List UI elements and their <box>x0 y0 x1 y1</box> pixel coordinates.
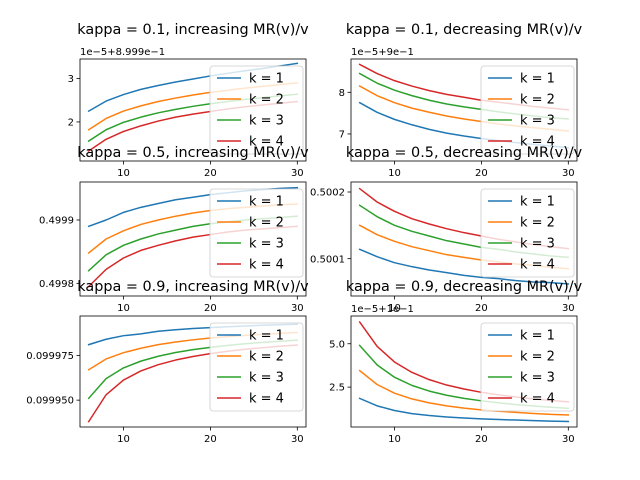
x-tick-label: 20 <box>204 303 217 314</box>
y-tick-label: 5.0 <box>329 339 345 350</box>
legend-label-2: k = 2 <box>249 216 284 231</box>
legend-label-4: k = 4 <box>249 258 284 273</box>
y-tick-label: 0.4998 <box>39 279 74 290</box>
legend-label-4: k = 4 <box>249 392 284 407</box>
legend-label-4: k = 4 <box>520 392 555 407</box>
series-line-2 <box>358 369 570 416</box>
legend: k = 1 k = 2 k = 3 k = 4 <box>480 188 575 278</box>
legend-label-1: k = 1 <box>520 72 555 87</box>
axes-frame <box>350 181 578 297</box>
x-tick-label: 10 <box>117 168 130 179</box>
legend-box <box>480 65 575 155</box>
offset-label: 1e−5+9e−1 <box>351 47 414 58</box>
x-tick-label: 10 <box>117 303 130 314</box>
legend-label-3: k = 3 <box>249 114 284 129</box>
x-tick-label: 20 <box>475 303 488 314</box>
series-line-1 <box>358 397 570 423</box>
x-tick-label: 20 <box>204 434 217 445</box>
y-tick-label: 0.099950 <box>26 396 74 407</box>
legend-label-1: k = 1 <box>249 72 284 87</box>
legend-label-1: k = 1 <box>520 195 555 210</box>
legend-box <box>209 188 304 278</box>
legend-label-2: k = 2 <box>249 350 284 365</box>
legend: k = 1 k = 2 k = 3 k = 4 <box>209 65 304 155</box>
axes-frame <box>79 181 307 297</box>
legend-box <box>480 322 575 412</box>
y-tick-label: 2.5 <box>329 383 345 394</box>
subplot-6: 10 20 302.55.01e−5+1e−1k = 1k = 2k = 3k = … <box>329 279 583 445</box>
legend-label-3: k = 3 <box>520 237 555 252</box>
axes-frame <box>350 58 578 162</box>
x-tick-label: 20 <box>475 168 488 179</box>
legend-label-2: k = 2 <box>249 93 284 108</box>
x-tick-label: 30 <box>291 303 304 314</box>
y-tick-label: 0.4999 <box>39 216 74 227</box>
legend-label-2: k = 2 <box>520 350 555 365</box>
legend-label-1: k = 1 <box>249 329 284 344</box>
legend-label-3: k = 3 <box>520 371 555 386</box>
legend-label-2: k = 2 <box>520 93 555 108</box>
x-tick-label: 30 <box>562 434 575 445</box>
subplot-title: kappa = 0.5, decreasing MR(v)/v <box>346 145 583 161</box>
x-tick-label: 10 <box>117 434 130 445</box>
legend-box <box>480 188 575 278</box>
y-tick-label: 0.099975 <box>26 351 74 362</box>
legend: k = 1 k = 2 k = 3 k = 4 <box>209 322 304 412</box>
legend-label-1: k = 1 <box>249 195 284 210</box>
subplot-4: 10 20 30 0.5001 0.5002 k = 1 k = 2 k = 3 k = 4 ka… <box>310 145 583 314</box>
axes-frame <box>79 58 307 162</box>
axes-frame <box>79 315 307 428</box>
y-tick-label: 3 <box>68 74 74 85</box>
legend: k = 1 k = 2 k = 3 k = 4 <box>480 322 575 412</box>
legend-label-4: k = 4 <box>520 258 555 273</box>
legend-box <box>209 322 304 412</box>
x-tick-label: 30 <box>562 168 575 179</box>
legend-label-3: k = 3 <box>520 114 555 129</box>
legend: k = 1 k = 2 k = 3 k = 4 <box>480 65 575 155</box>
y-tick-label: 8 <box>339 88 345 99</box>
y-tick-label: 0.5002 <box>310 188 345 199</box>
y-tick-label: 0.5001 <box>310 254 345 265</box>
legend-label-4: k = 4 <box>520 135 555 150</box>
legend-label-3: k = 3 <box>249 371 284 386</box>
x-tick-label: 30 <box>291 168 304 179</box>
subplot-title: kappa = 0.1, increasing MR(v)/v <box>77 22 309 38</box>
legend-label-4: k = 4 <box>249 135 284 150</box>
axes-frame <box>350 315 578 428</box>
y-tick-label: 7 <box>339 130 345 141</box>
subplot-title: kappa = 0.9, decreasing MR(v)/v <box>346 279 583 295</box>
subplot-3: 10 20 30 0.4998 0.4999 k = 1 k = 2 k = 3 k = 4 ka… <box>39 145 309 314</box>
subplot-title: kappa = 0.5, increasing MR(v)/v <box>77 145 309 161</box>
series-line-1 <box>358 248 570 285</box>
legend-label-3: k = 3 <box>249 237 284 252</box>
x-tick-label: 30 <box>562 303 575 314</box>
legend: k = 1 k = 2 k = 3 k = 4 <box>209 188 304 278</box>
x-tick-label: 10 <box>388 303 401 314</box>
offset-label: 1e−5+8.999e−1 <box>80 47 165 58</box>
legend-label-1: k = 1 <box>520 329 555 344</box>
x-tick-label: 20 <box>204 168 217 179</box>
x-tick-label: 30 <box>291 434 304 445</box>
subplot-title: kappa = 0.1, decreasing MR(v)/v <box>346 22 583 38</box>
x-tick-label: 20 <box>475 434 488 445</box>
offset-label: 1e−5+1e−1 <box>351 304 414 315</box>
legend-label-2: k = 2 <box>520 216 555 231</box>
x-tick-label: 10 <box>388 168 401 179</box>
x-tick-label: 10 <box>388 434 401 445</box>
subplot-title: kappa = 0.9, increasing MR(v)/v <box>77 279 309 295</box>
legend-box <box>209 65 304 155</box>
y-tick-label: 2 <box>68 118 74 129</box>
